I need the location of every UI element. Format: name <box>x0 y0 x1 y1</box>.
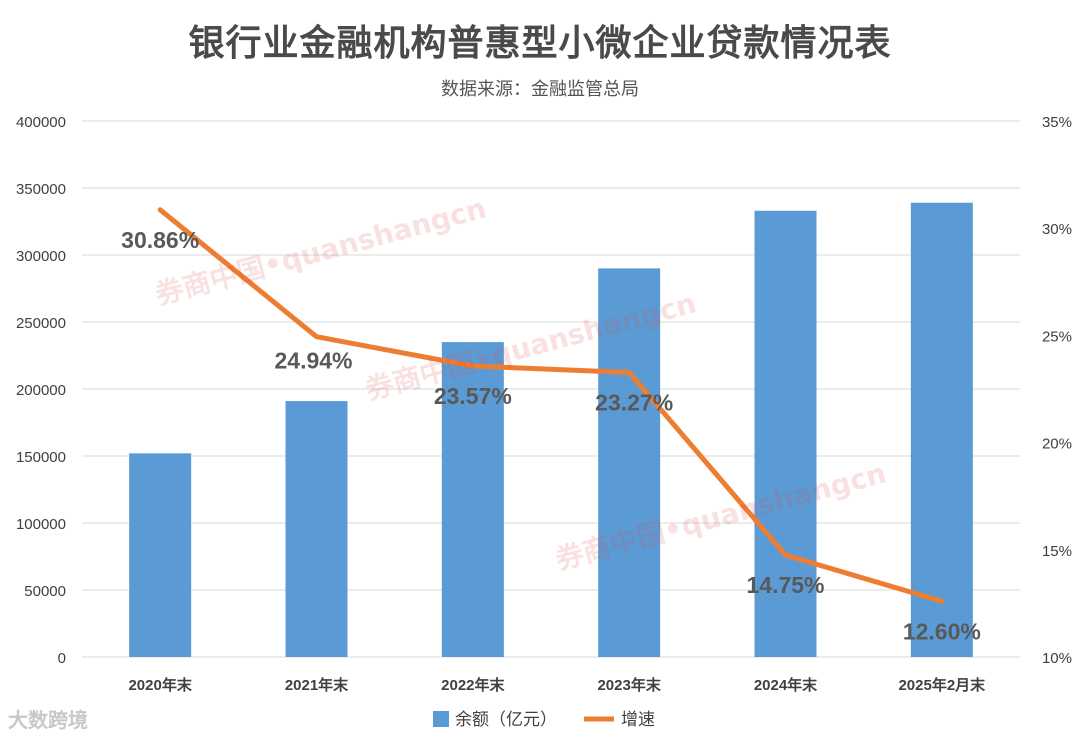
x-tick-label: 2025年2月末 <box>898 676 986 694</box>
y-left-tick-label: 200000 <box>16 382 66 399</box>
bar <box>754 210 817 657</box>
corner-logo: 大数跨境 <box>8 708 88 732</box>
x-tick-label: 2023年末 <box>597 676 661 694</box>
y-left-tick-label: 0 <box>58 650 66 667</box>
y-right-tick-label: 20% <box>1042 436 1072 453</box>
y-left-tick-label: 50000 <box>24 583 66 600</box>
growth-line <box>157 207 945 604</box>
y-right-tick-label: 10% <box>1042 650 1072 667</box>
x-tick-label: 2020年末 <box>128 676 192 694</box>
data-label: 30.86% <box>121 227 199 253</box>
data-label: 14.75% <box>746 572 824 598</box>
y-right-tick-label: 25% <box>1042 328 1072 345</box>
y-left-tick-label: 400000 <box>16 114 66 131</box>
data-label: 12.60% <box>903 618 981 644</box>
y-left-tick-label: 150000 <box>16 449 66 466</box>
y-right-tick-label: 35% <box>1042 114 1072 131</box>
chart-subtitle: 数据来源：金融监管总局 <box>441 79 639 100</box>
bar <box>129 453 192 657</box>
bar <box>910 202 973 658</box>
data-label: 23.27% <box>595 389 673 415</box>
y-left-tick-label: 250000 <box>16 315 66 332</box>
data-label: 23.57% <box>434 383 512 409</box>
x-tick-label: 2024年末 <box>754 676 818 694</box>
bar <box>598 268 661 657</box>
legend-line-label: 增速 <box>621 710 655 730</box>
x-tick-label: 2022年末 <box>441 676 505 694</box>
y-left-tick-label: 100000 <box>16 516 66 533</box>
y-right-tick-label: 30% <box>1042 221 1072 238</box>
bar <box>285 401 348 657</box>
y-left-tick-label: 300000 <box>16 248 66 265</box>
legend-bar-swatch <box>433 711 449 727</box>
chart-title: 银行业金融机构普惠型小微企业贷款情况表 <box>188 23 892 64</box>
x-tick-label: 2021年末 <box>285 676 349 694</box>
data-label: 24.94% <box>274 348 352 374</box>
bar <box>441 342 504 657</box>
y-right-tick-label: 15% <box>1042 543 1072 560</box>
y-left-tick-label: 350000 <box>16 181 66 198</box>
legend-bar-label: 余额（亿元） <box>455 710 557 730</box>
